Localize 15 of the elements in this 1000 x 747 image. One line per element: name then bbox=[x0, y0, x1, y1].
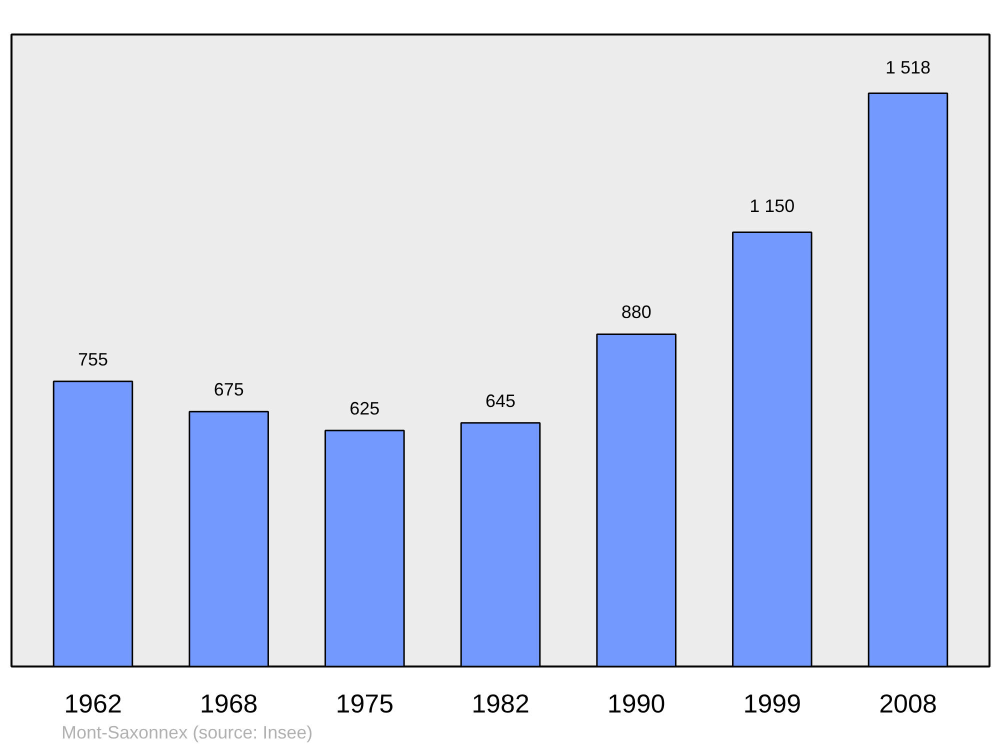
data-label: 1 518 bbox=[885, 57, 931, 78]
x-tick-label: 1962 bbox=[64, 688, 122, 718]
data-label: 675 bbox=[214, 380, 244, 400]
x-tick-label: 1975 bbox=[336, 688, 394, 718]
x-tick-label: 2008 bbox=[879, 688, 937, 718]
text: Mont-Saxonnex (source: Insee) bbox=[62, 722, 313, 742]
x-tick-label: 1968 bbox=[200, 688, 258, 718]
x-tick-label: 1982 bbox=[472, 688, 530, 718]
data-label: 1 150 bbox=[750, 196, 795, 216]
x-tick-label: 1990 bbox=[607, 688, 666, 718]
data-label: 645 bbox=[485, 390, 516, 411]
x-tick-label: 1999 bbox=[743, 688, 802, 718]
data-label: 880 bbox=[621, 302, 652, 322]
data-label: 625 bbox=[350, 398, 380, 418]
data-label: 755 bbox=[78, 349, 108, 370]
